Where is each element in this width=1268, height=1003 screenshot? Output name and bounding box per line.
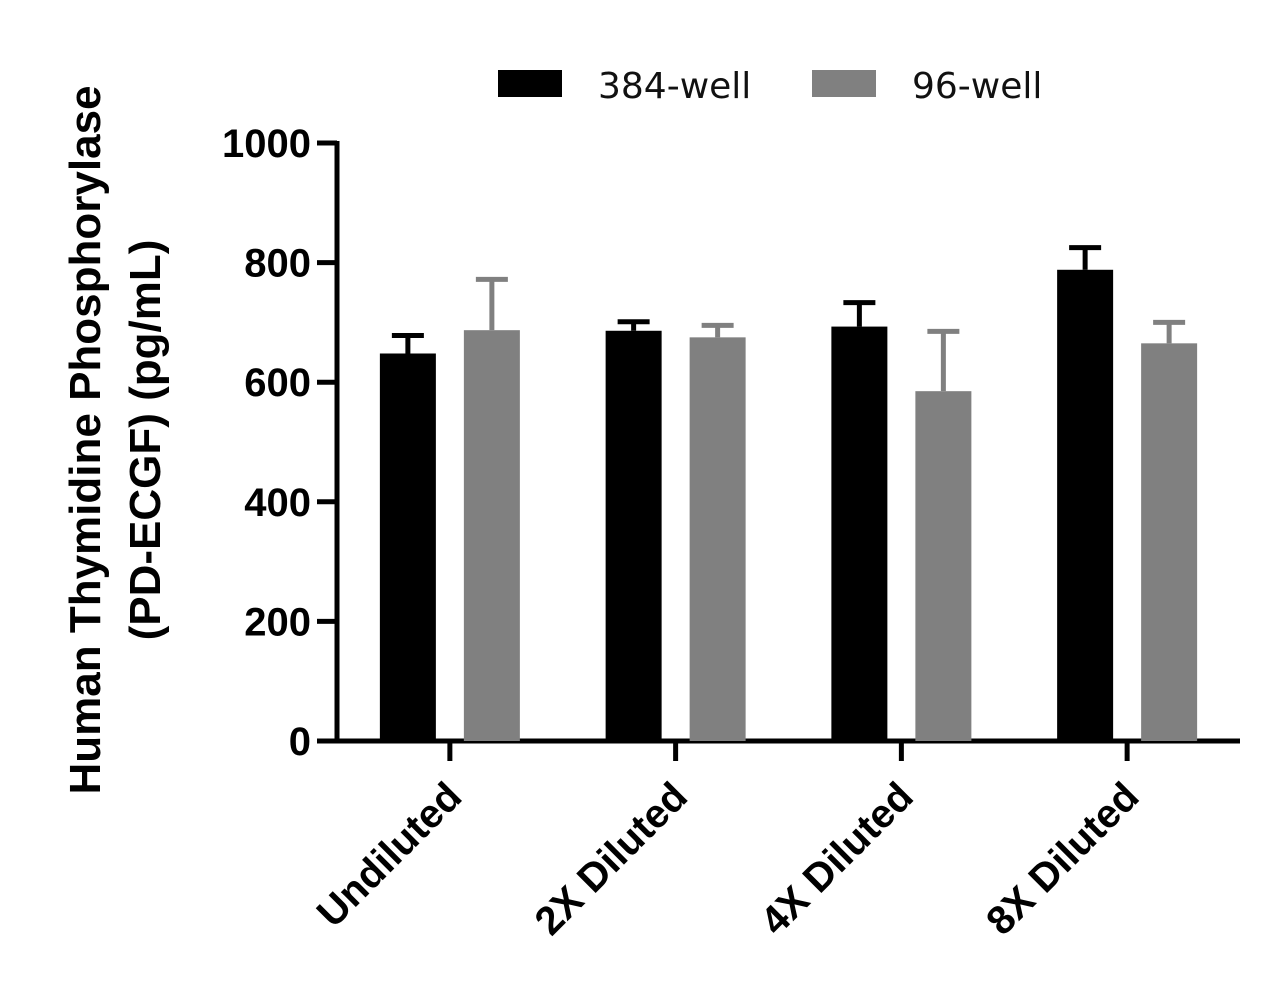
- bars: [379, 245, 1198, 741]
- x-tick-label: 8X Diluted: [978, 774, 1147, 943]
- legend: 384-well 96-well: [498, 66, 1042, 107]
- legend-label: 384-well: [598, 66, 751, 107]
- y-axis: 0 200 400 600 800 1000: [222, 122, 340, 764]
- x-tick-label: 2X Diluted: [527, 774, 696, 943]
- legend-label: 96-well: [912, 66, 1042, 107]
- y-tick-label: 1000: [222, 122, 311, 166]
- y-tick-label: 800: [244, 242, 311, 286]
- bar: [915, 391, 972, 741]
- bar: [1057, 269, 1114, 741]
- bar: [379, 353, 436, 741]
- x-tick-label: 4X Diluted: [752, 774, 921, 943]
- y-tick-label: 400: [244, 481, 311, 525]
- bar: [831, 326, 888, 741]
- y-tick-label: 0: [289, 720, 311, 764]
- legend-swatch: [498, 70, 562, 97]
- bar: [463, 330, 520, 741]
- legend-swatch: [812, 70, 876, 97]
- x-axis: Undiluted 2X Diluted 4X Diluted 8X Diluted: [309, 738, 1240, 944]
- bar: [1141, 343, 1198, 741]
- y-axis-title-line-1: Human Thymidine Phosphorylase: [61, 85, 110, 794]
- bar: [605, 330, 662, 741]
- y-tick-label: 600: [244, 361, 311, 405]
- y-axis-title-line-2: (PD-ECGF) (pg/mL): [121, 240, 170, 641]
- y-axis-title: Human Thymidine Phosphorylase (PD-ECGF) …: [61, 85, 170, 794]
- bar: [689, 337, 746, 741]
- x-tick-label: Undiluted: [309, 774, 471, 936]
- y-tick-label: 200: [244, 600, 311, 644]
